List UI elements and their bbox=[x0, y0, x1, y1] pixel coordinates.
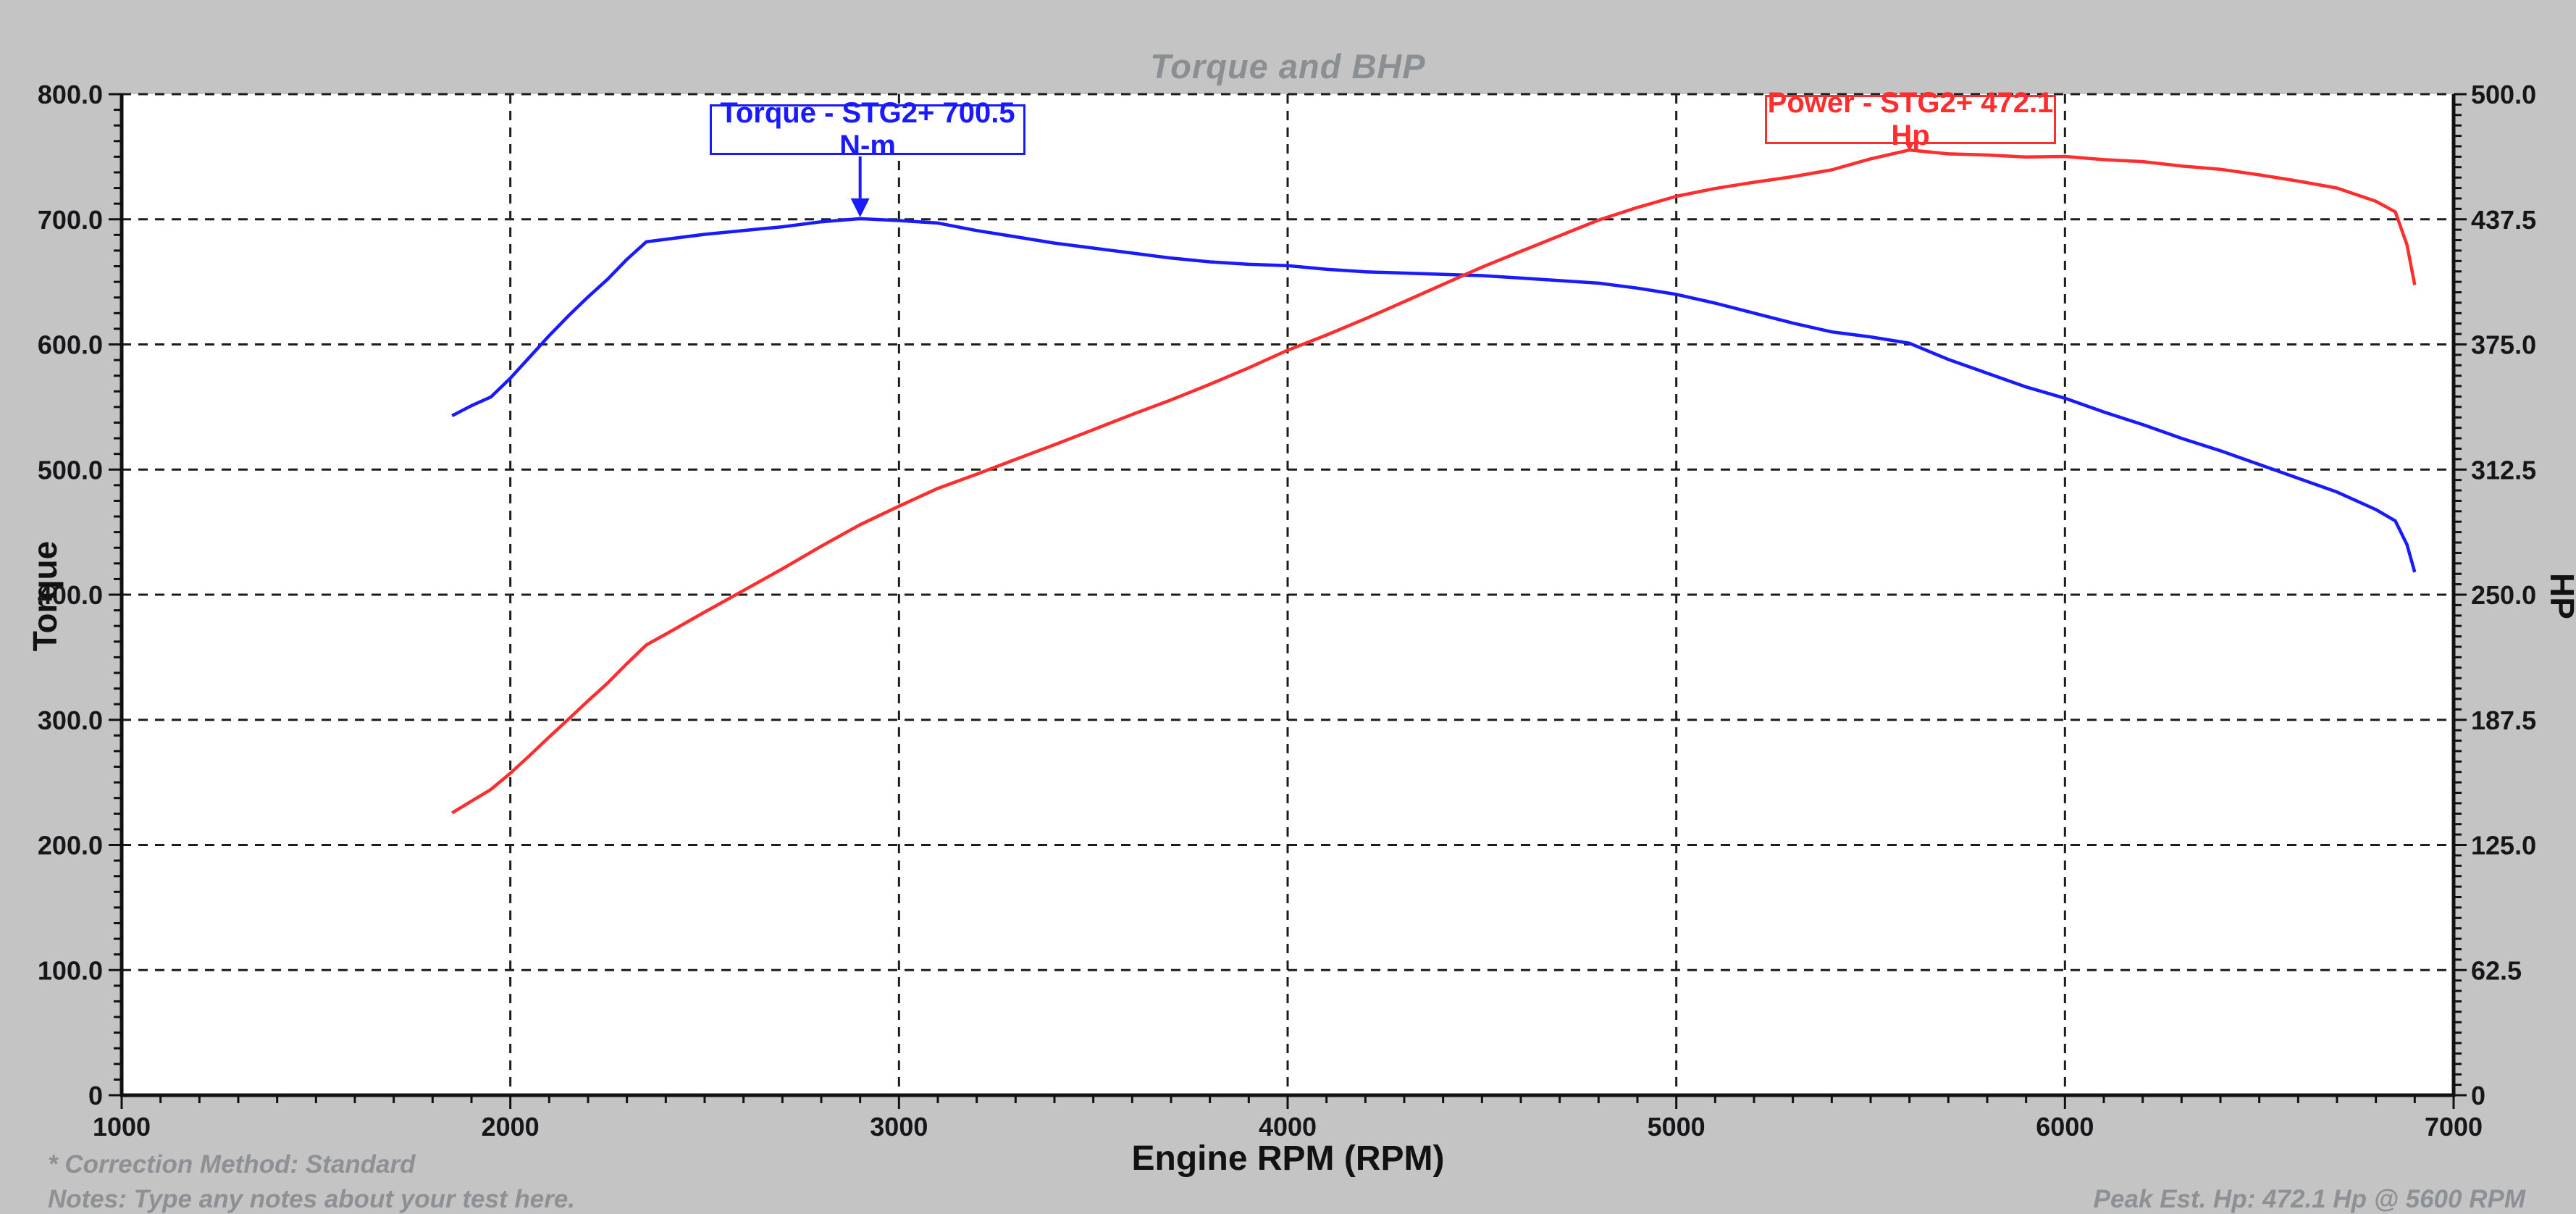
y-right-tick-label: 250.0 bbox=[2471, 580, 2536, 610]
y-right-tick-label: 0 bbox=[2471, 1081, 2485, 1110]
y-right-tick-label: 375.0 bbox=[2471, 330, 2536, 360]
torque-annotation-arrowhead bbox=[850, 198, 870, 217]
torque-peak-annotation: Torque - STG2+ 700.5 N-m bbox=[710, 97, 1025, 162]
x-tick-label: 1000 bbox=[93, 1112, 151, 1142]
power-peak-annotation: Power - STG2+ 472.1 Hp bbox=[1765, 87, 2056, 151]
x-tick-label: 5000 bbox=[1648, 1112, 1706, 1142]
correction-method-note: * Correction Method: Standard bbox=[48, 1150, 416, 1179]
power-peak-annotation-label: Power - STG2+ 472.1 Hp bbox=[1767, 87, 2054, 151]
y-axis-label-hp: HP bbox=[2543, 573, 2576, 619]
y-left-tick-label: 400.0 bbox=[38, 580, 103, 610]
x-tick-label: 2000 bbox=[482, 1112, 540, 1142]
y-left-tick-label: 700.0 bbox=[38, 205, 103, 235]
y-left-tick-label: 500.0 bbox=[38, 455, 103, 485]
y-left-tick-label: 0 bbox=[88, 1081, 103, 1110]
x-tick-label: 3000 bbox=[870, 1112, 928, 1142]
y-left-tick-label: 300.0 bbox=[38, 706, 103, 735]
x-tick-label: 4000 bbox=[1259, 1112, 1317, 1142]
y-left-tick-label: 200.0 bbox=[38, 831, 103, 861]
y-left-tick-label: 800.0 bbox=[38, 80, 103, 109]
y-right-tick-label: 500.0 bbox=[2471, 80, 2536, 109]
y-axis-label-torque: Torque bbox=[26, 540, 64, 652]
chart-title: Torque and BHP bbox=[1150, 47, 1426, 85]
test-notes: Notes: Type any notes about your test he… bbox=[48, 1185, 576, 1213]
torque-peak-annotation-label: Torque - STG2+ 700.5 N-m bbox=[720, 97, 1015, 162]
x-tick-label: 7000 bbox=[2425, 1112, 2483, 1142]
x-tick-label: 6000 bbox=[2036, 1112, 2094, 1142]
torque-curve bbox=[451, 217, 2417, 573]
y-right-tick-label: 62.5 bbox=[2471, 955, 2522, 985]
peak-hp-note: Peak Est. Hp: 472.1 Hp @ 5600 RPM bbox=[2093, 1185, 2525, 1213]
y-right-tick-label: 125.0 bbox=[2471, 831, 2536, 861]
y-left-tick-label: 600.0 bbox=[38, 330, 103, 360]
y-right-tick-label: 437.5 bbox=[2471, 205, 2536, 235]
x-axis-label-rpm: Engine RPM (RPM) bbox=[1131, 1139, 1445, 1178]
y-right-tick-label: 312.5 bbox=[2471, 455, 2536, 485]
power-curve bbox=[451, 148, 2417, 815]
y-left-tick-label: 100.0 bbox=[38, 955, 103, 985]
y-right-tick-label: 187.5 bbox=[2471, 706, 2536, 735]
